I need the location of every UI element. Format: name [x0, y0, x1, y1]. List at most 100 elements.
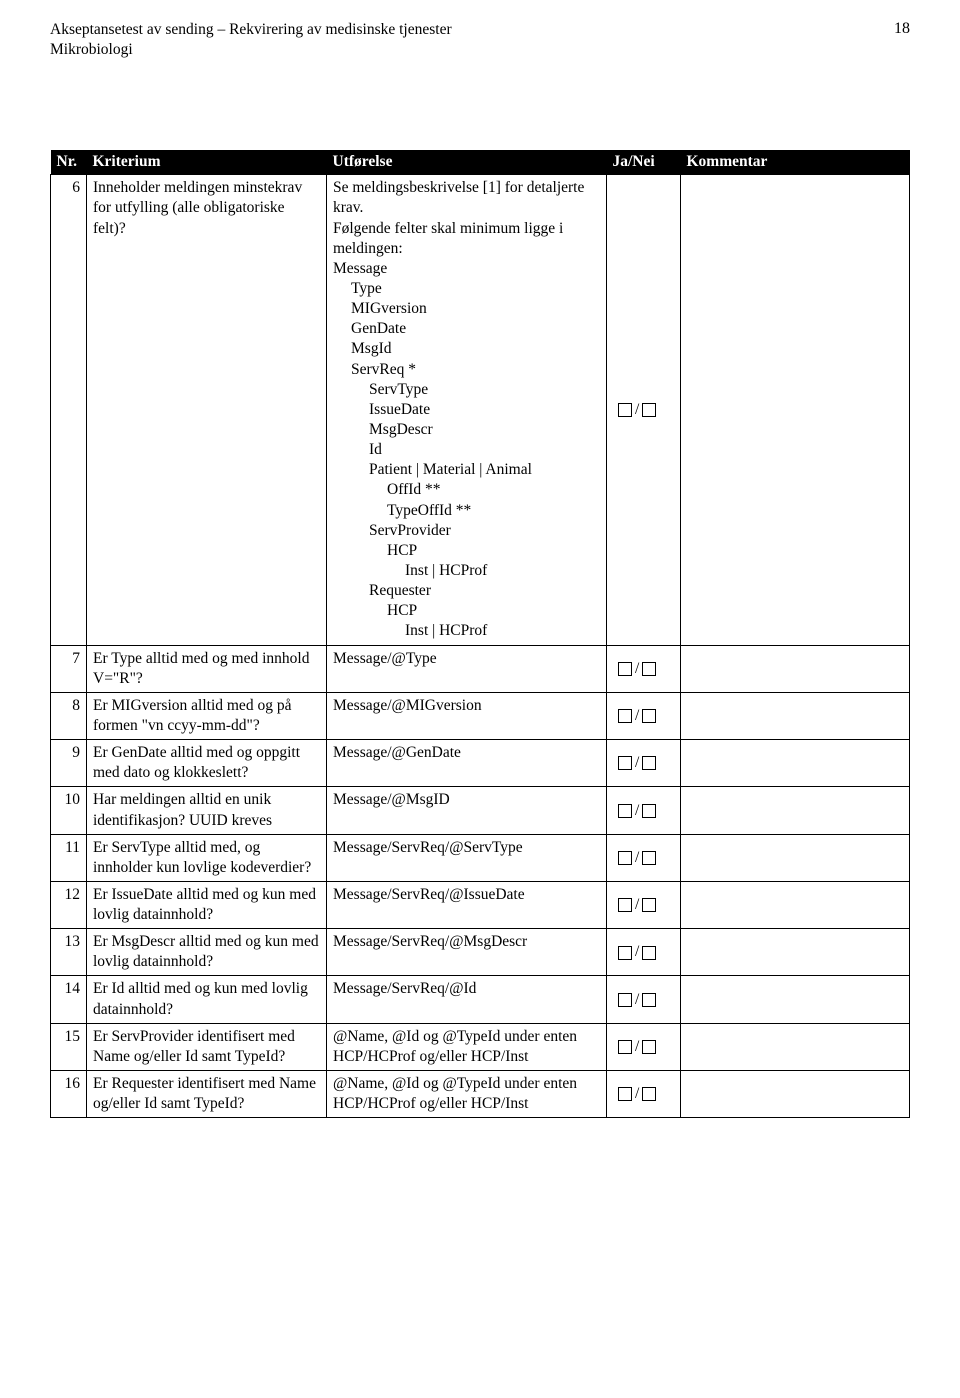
- cell-utforelse: Message/@GenDate: [327, 740, 607, 787]
- slash: /: [635, 753, 639, 773]
- checkbox-yes[interactable]: [618, 756, 632, 770]
- slash: /: [635, 659, 639, 679]
- cell-janei: /: [607, 929, 681, 976]
- cell-utforelse: Message/ServReq/@MsgDescr: [327, 929, 607, 976]
- checkbox-yes[interactable]: [618, 898, 632, 912]
- cell-kriterium: Er ServType alltid med, og innholder kun…: [87, 834, 327, 881]
- cell-kriterium: Er Type alltid med og med innhold V="R"?: [87, 645, 327, 692]
- checkbox-yes[interactable]: [618, 993, 632, 1007]
- tree-item: Inst | HCProf: [333, 561, 600, 581]
- slash: /: [635, 895, 639, 915]
- tree-item: Requester: [333, 581, 600, 601]
- cell-kommentar: [681, 1071, 910, 1118]
- cell-kommentar: [681, 1023, 910, 1070]
- tree-item: Type: [333, 279, 600, 299]
- cell-utforelse: @Name, @Id og @TypeId under enten HCP/HC…: [327, 1071, 607, 1118]
- checkbox-yes[interactable]: [618, 946, 632, 960]
- tree-item: Inst | HCProf: [333, 621, 600, 641]
- tree-item: Patient | Material | Animal: [333, 460, 600, 480]
- table-row: 16Er Requester identifisert med Name og/…: [51, 1071, 910, 1118]
- cell-kriterium: Er IssueDate alltid med og kun med lovli…: [87, 881, 327, 928]
- cell-janei: /: [607, 175, 681, 645]
- header-line2: Mikrobiologi: [50, 40, 452, 60]
- header-kriterium: Kriterium: [87, 150, 327, 175]
- cell-kriterium: Er ServProvider identifisert med Name og…: [87, 1023, 327, 1070]
- cell-kommentar: [681, 692, 910, 739]
- cell-utforelse: @Name, @Id og @TypeId under enten HCP/HC…: [327, 1023, 607, 1070]
- cell-kriterium: Er Requester identifisert med Name og/el…: [87, 1071, 327, 1118]
- cell-kommentar: [681, 787, 910, 834]
- tree-item: HCP: [333, 601, 600, 621]
- slash: /: [635, 990, 639, 1010]
- checkbox-yes[interactable]: [618, 709, 632, 723]
- tree-item: MsgDescr: [333, 420, 600, 440]
- tree-item: IssueDate: [333, 400, 600, 420]
- table-row: 10Har meldingen alltid en unik identifik…: [51, 787, 910, 834]
- checkbox-no[interactable]: [642, 898, 656, 912]
- tree-item: GenDate: [333, 319, 600, 339]
- cell-utforelse: Message/@Type: [327, 645, 607, 692]
- cell-kriterium: Er Id alltid med og kun med lovlig datai…: [87, 976, 327, 1023]
- cell-nr: 12: [51, 881, 87, 928]
- checkbox-no[interactable]: [642, 804, 656, 818]
- checkbox-yes[interactable]: [618, 662, 632, 676]
- criteria-table: Nr. Kriterium Utførelse Ja/Nei Kommentar…: [50, 150, 910, 1118]
- cell-nr: 10: [51, 787, 87, 834]
- checkbox-yes[interactable]: [618, 403, 632, 417]
- cell-kommentar: [681, 976, 910, 1023]
- checkbox-no[interactable]: [642, 1040, 656, 1054]
- header-kommentar: Kommentar: [681, 150, 910, 175]
- slash: /: [635, 1037, 639, 1057]
- cell-nr: 8: [51, 692, 87, 739]
- checkbox-no[interactable]: [642, 851, 656, 865]
- checkbox-no[interactable]: [642, 403, 656, 417]
- page-header: Akseptansetest av sending – Rekvirering …: [50, 20, 910, 60]
- cell-utforelse: Message/@MIGversion: [327, 692, 607, 739]
- cell-janei: /: [607, 740, 681, 787]
- table-row: 14Er Id alltid med og kun med lovlig dat…: [51, 976, 910, 1023]
- checkbox-yes[interactable]: [618, 851, 632, 865]
- cell-nr: 7: [51, 645, 87, 692]
- table-row: 15Er ServProvider identifisert med Name …: [51, 1023, 910, 1070]
- checkbox-no[interactable]: [642, 662, 656, 676]
- cell-janei: /: [607, 645, 681, 692]
- checkbox-yes[interactable]: [618, 1040, 632, 1054]
- tree-item: ServType: [333, 380, 600, 400]
- cell-nr: 9: [51, 740, 87, 787]
- table-row: 12Er IssueDate alltid med og kun med lov…: [51, 881, 910, 928]
- tree-item: MsgId: [333, 339, 600, 359]
- cell-kommentar: [681, 645, 910, 692]
- slash: /: [635, 706, 639, 726]
- checkbox-no[interactable]: [642, 946, 656, 960]
- tree-item: MIGversion: [333, 299, 600, 319]
- cell-utforelse: Message/ServReq/@ServType: [327, 834, 607, 881]
- header-title: Akseptansetest av sending – Rekvirering …: [50, 20, 452, 60]
- table-header-row: Nr. Kriterium Utførelse Ja/Nei Kommentar: [51, 150, 910, 175]
- cell-janei: /: [607, 834, 681, 881]
- cell-janei: /: [607, 1023, 681, 1070]
- cell-janei: /: [607, 976, 681, 1023]
- table-row: 9Er GenDate alltid med og oppgitt med da…: [51, 740, 910, 787]
- header-nr: Nr.: [51, 150, 87, 175]
- cell-utforelse: Message/@MsgID: [327, 787, 607, 834]
- checkbox-no[interactable]: [642, 993, 656, 1007]
- slash: /: [635, 400, 639, 420]
- header-utforelse: Utførelse: [327, 150, 607, 175]
- checkbox-yes[interactable]: [618, 804, 632, 818]
- header-line1: Akseptansetest av sending – Rekvirering …: [50, 20, 452, 40]
- tree-item: TypeOffId **: [333, 501, 600, 521]
- tree-item: Id: [333, 440, 600, 460]
- tree-item: ServReq *: [333, 360, 600, 380]
- table-row: 7Er Type alltid med og med innhold V="R"…: [51, 645, 910, 692]
- cell-kriterium: Er GenDate alltid med og oppgitt med dat…: [87, 740, 327, 787]
- checkbox-no[interactable]: [642, 756, 656, 770]
- cell-kriterium: Er MIGversion alltid med og på formen "v…: [87, 692, 327, 739]
- utforelse-intro: Følgende felter skal minimum ligge i mel…: [333, 219, 600, 259]
- cell-janei: /: [607, 787, 681, 834]
- cell-nr: 16: [51, 1071, 87, 1118]
- checkbox-yes[interactable]: [618, 1087, 632, 1101]
- cell-nr: 14: [51, 976, 87, 1023]
- cell-janei: /: [607, 1071, 681, 1118]
- checkbox-no[interactable]: [642, 709, 656, 723]
- checkbox-no[interactable]: [642, 1087, 656, 1101]
